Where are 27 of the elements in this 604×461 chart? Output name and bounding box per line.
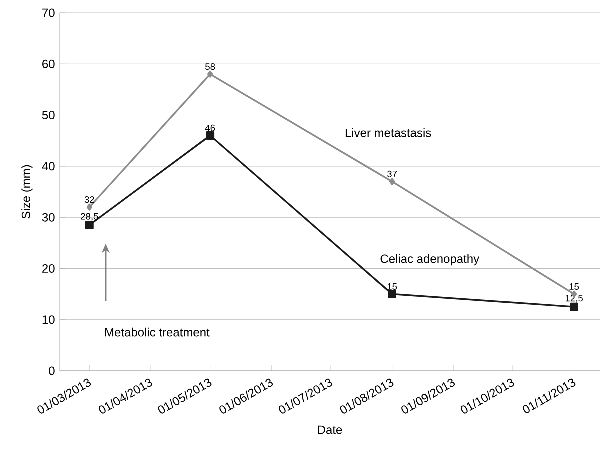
y-axis-title: Size (mm)	[22, 165, 33, 219]
x-axis-title: Date	[318, 426, 342, 434]
point	[207, 70, 214, 78]
point	[85, 221, 94, 230]
data-label: 32	[84, 196, 94, 204]
y-tick-label: 50	[42, 111, 55, 120]
data-label: 15	[570, 284, 580, 290]
point	[388, 290, 397, 298]
data-label: 15	[388, 284, 398, 290]
point	[570, 302, 578, 312]
y-tick-label: 40	[42, 162, 55, 171]
data-label: 58	[206, 64, 216, 70]
annotation: Metabolic treatment	[105, 328, 210, 337]
series-label: Liver metastasis	[346, 128, 432, 138]
data-label: 46	[205, 124, 216, 132]
y-tick-label: 30	[42, 213, 55, 222]
y-tick-label: 20	[42, 264, 55, 273]
point	[389, 178, 396, 186]
data-label: 37	[387, 170, 398, 178]
point	[86, 204, 93, 211]
y-tick-label: 60	[42, 60, 55, 68]
y-tick-label: 0	[49, 366, 55, 376]
data-label: 28,5	[81, 213, 98, 221]
series-label: Celiac adenopathy	[380, 254, 480, 266]
y-tick-label: 70	[42, 8, 55, 18]
y-tick-label: 10	[42, 316, 55, 324]
point	[206, 132, 215, 140]
